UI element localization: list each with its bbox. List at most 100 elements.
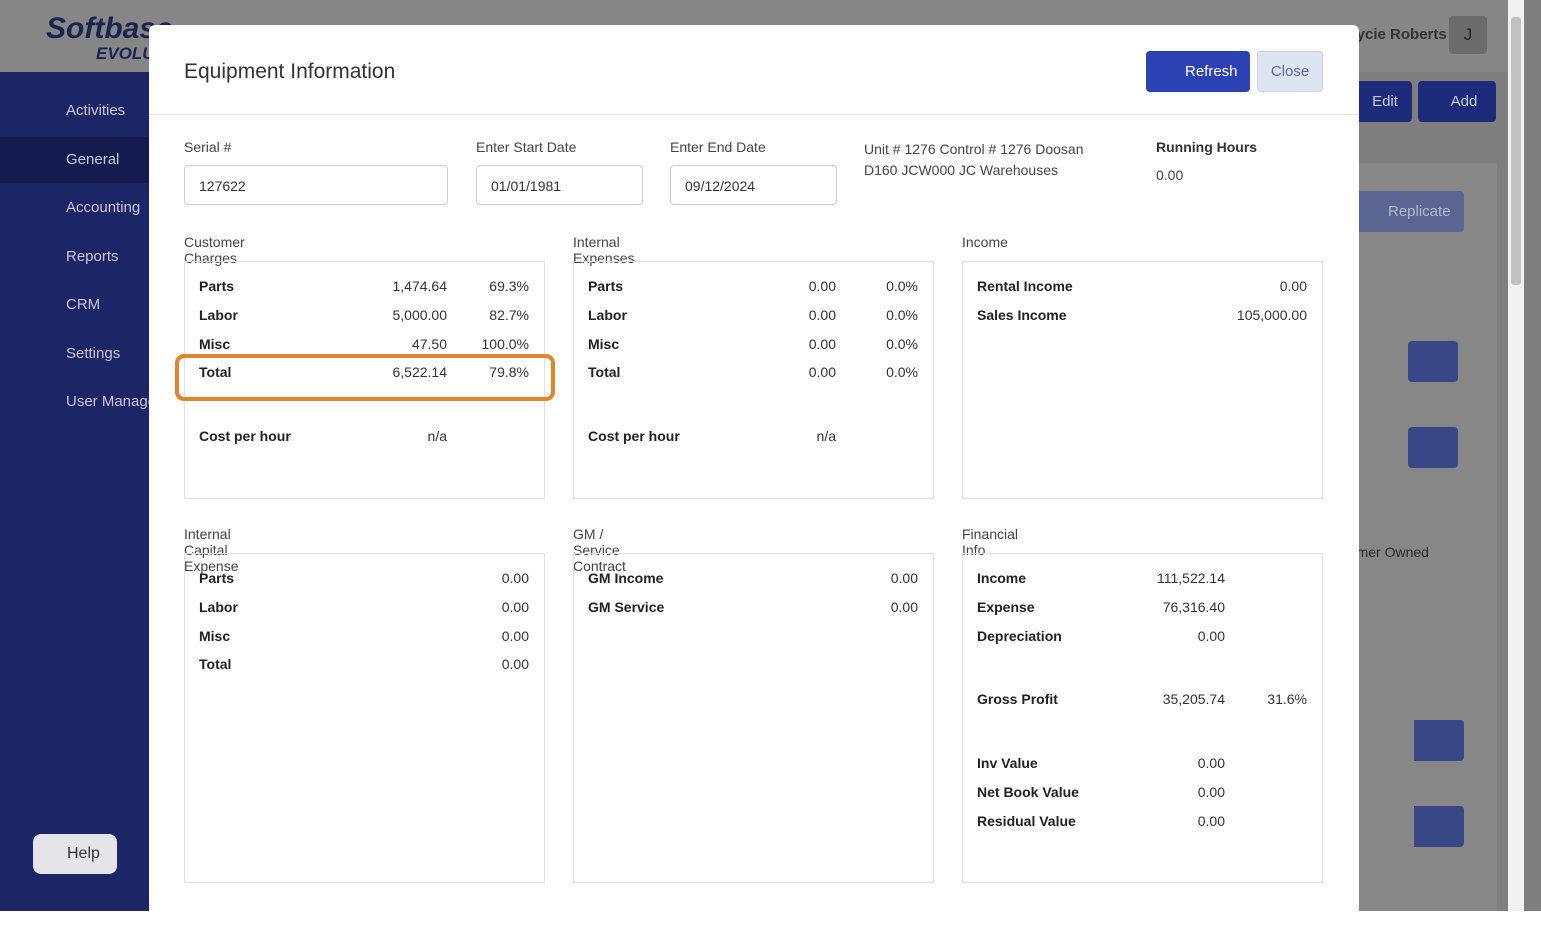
nav-label: Activities xyxy=(66,102,126,119)
row-value: 0.00 xyxy=(501,656,529,673)
nav-label: Settings xyxy=(66,344,121,362)
panel-title: Internal Expenses xyxy=(573,234,635,266)
row-label: Total xyxy=(588,364,621,381)
row-label: GM Service xyxy=(588,598,665,615)
scrollbar[interactable] xyxy=(1508,0,1524,911)
row-value: 0.00 xyxy=(808,306,836,323)
row-value: 5,000.00 xyxy=(392,306,448,323)
row-label: Net Book Value xyxy=(977,784,1079,800)
clear-button[interactable] xyxy=(1408,341,1458,382)
row-value: 0.00 xyxy=(890,570,918,586)
nav-label: General xyxy=(66,150,120,168)
nav-item[interactable]: Accounting xyxy=(0,185,292,231)
modal-header: Equipment Information Refresh Close xyxy=(149,25,1359,115)
row-value: 0.00 xyxy=(1197,784,1225,800)
field-label: Enter Start Date xyxy=(476,139,577,155)
row-label: Cost per hour xyxy=(199,428,291,445)
row-label: Expense xyxy=(977,598,1035,615)
row-percent: 0.0% xyxy=(886,364,918,381)
row-value: 0.00 xyxy=(808,364,836,381)
replicate-button[interactable]: Replicate xyxy=(1340,191,1464,232)
panel-box: Parts 0.00 Labor 0.00 Misc 0.00 Total 0.00 xyxy=(184,553,545,883)
end-date-input[interactable]: 09/12/2024 xyxy=(670,165,837,205)
row-value: 0.00 xyxy=(1197,812,1225,829)
panel-title: Financial Info xyxy=(962,526,1019,558)
highlight xyxy=(175,354,555,401)
row-label: Parts xyxy=(199,570,235,586)
nav-label: Reports xyxy=(66,247,119,265)
row-value: 0.00 xyxy=(501,570,529,586)
start-date-input[interactable]: 01/01/1981 xyxy=(476,165,643,205)
row-label: Total xyxy=(199,656,232,673)
row-value: n/a xyxy=(427,428,447,445)
row-label: Residual Value xyxy=(977,812,1076,829)
row-label: Sales Income xyxy=(977,306,1067,323)
row-value: 0.00 xyxy=(1197,627,1225,644)
add-button[interactable]: Add xyxy=(1418,81,1496,122)
row-label: Depreciation xyxy=(977,627,1062,644)
clear-button[interactable] xyxy=(1408,427,1458,468)
row-value: 0.00 xyxy=(890,598,918,615)
modal-title: Equipment Information xyxy=(184,60,396,83)
search-button[interactable] xyxy=(1414,720,1464,761)
row-percent: 0.0% xyxy=(886,278,918,294)
nav-item[interactable]: Activities xyxy=(0,88,292,134)
row-percent: 0.0% xyxy=(886,306,918,323)
row-value: 0.00 xyxy=(1279,278,1307,294)
field-label: Serial # xyxy=(184,139,232,155)
panel-box: Parts 0.00 0.0% Labor 0.00 0.0% Misc 0.00 0.0% To… xyxy=(573,261,934,499)
row-label: Misc xyxy=(199,627,231,644)
serial-input[interactable]: 127622 xyxy=(184,165,448,205)
panel-title: Income xyxy=(962,234,1008,250)
row-percent: 0.0% xyxy=(886,335,918,352)
row-label: Cost per hour xyxy=(588,428,680,445)
row-label: Rental Income xyxy=(977,278,1073,294)
row-value: 76,316.40 xyxy=(1162,598,1225,615)
row-percent: 100.0% xyxy=(481,335,529,352)
avatar[interactable]: J xyxy=(1449,16,1487,54)
row-label: Labor xyxy=(199,598,238,615)
running-hours-value: 0.00 xyxy=(1156,167,1184,183)
nav-label: CRM xyxy=(66,296,101,313)
user-name[interactable]: Jaycie Roberts xyxy=(1340,26,1447,43)
panel-title: GM / Service Contract xyxy=(573,526,626,574)
row-label: Inv Value xyxy=(977,755,1038,772)
refresh-button[interactable]: Refresh xyxy=(1146,51,1250,92)
row-value: 6,522.14 xyxy=(392,364,448,381)
panel-box: Rental Income 0.00 Sales Income 105,000.00 xyxy=(962,261,1323,499)
row-percent: 79.8% xyxy=(489,364,529,381)
nav-label: Accounting xyxy=(66,199,141,216)
row-value: 47.50 xyxy=(411,335,447,352)
row-label: GM Income xyxy=(588,570,664,586)
close-button[interactable]: Close xyxy=(1257,51,1323,92)
row-label: Labor xyxy=(199,306,238,323)
row-value: 0.00 xyxy=(808,335,836,352)
nav-item[interactable]: Settings xyxy=(0,331,292,377)
row-value: 1,474.64 xyxy=(392,278,448,294)
unit-info: Unit # 1276 Control # 1276 Doosan D160 J… xyxy=(864,141,1084,178)
row-percent: 82.7% xyxy=(489,306,529,323)
row-value: 35,205.74 xyxy=(1162,691,1225,708)
help-button[interactable]: Help xyxy=(33,834,117,874)
running-hours-label: Running Hours xyxy=(1156,139,1258,155)
search-button[interactable] xyxy=(1414,806,1464,847)
panel-title: Internal Capital Expense xyxy=(184,526,239,574)
row-label: Total xyxy=(199,364,232,381)
row-value: n/a xyxy=(816,428,836,445)
row-label: Parts xyxy=(199,278,235,294)
row-label: Misc xyxy=(199,335,231,352)
row-label: Parts xyxy=(588,278,624,294)
row-value: 0.00 xyxy=(808,278,836,294)
row-label: Gross Profit xyxy=(977,691,1058,708)
row-label: Labor xyxy=(588,306,627,323)
nav-item[interactable]: CRM xyxy=(0,282,292,328)
row-value: 0.00 xyxy=(1197,755,1225,772)
row-label: Income xyxy=(977,570,1027,586)
row-value: 0.00 xyxy=(501,598,529,615)
scroll-thumb[interactable] xyxy=(1511,17,1521,285)
panel-box: GM Income 0.00 GM Service 0.00 xyxy=(573,553,934,883)
row-percent: 31.6% xyxy=(1267,691,1307,708)
nav-item[interactable]: Reports xyxy=(0,234,292,280)
row-value: 111,522.14 xyxy=(1157,570,1225,586)
